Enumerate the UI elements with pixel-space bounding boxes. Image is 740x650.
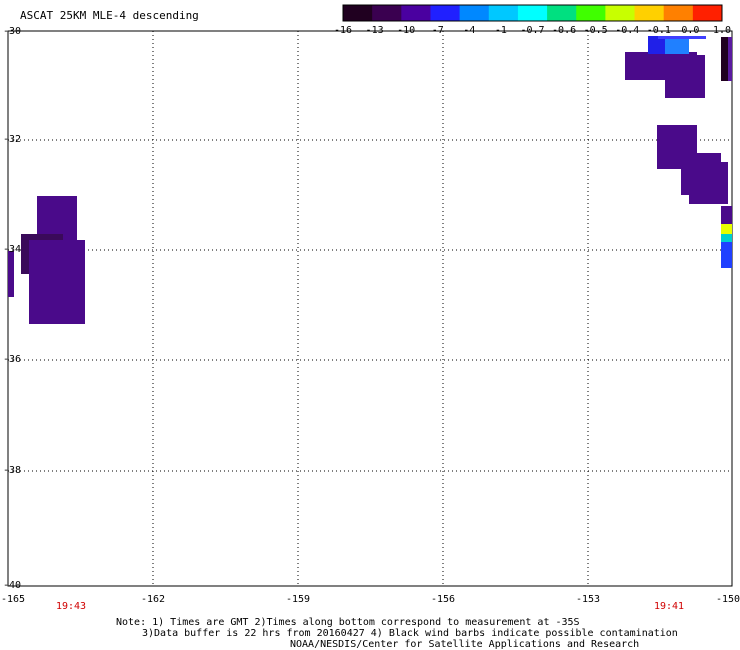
y-label-34: -34 — [3, 244, 22, 255]
colorbar-tick-label: -0.5 — [583, 25, 608, 36]
note-line-1: Note: 1) Times are GMT 2)Times along bot… — [116, 617, 580, 628]
colorbar-tick-label: 1.0 — [712, 25, 732, 36]
swath-left — [8, 196, 85, 324]
colorbar-segment — [488, 5, 519, 21]
x-label-165: -165 — [0, 594, 26, 605]
note-line-3: NOAA/NESDIS/Center for Satellite Applica… — [290, 639, 640, 650]
y-label-36: -36 — [3, 354, 22, 365]
x-label-159: -159 — [285, 594, 311, 605]
y-label-32: -32 — [3, 134, 22, 145]
colorbar-segment — [547, 5, 577, 21]
x-label-162: -162 — [140, 594, 166, 605]
colorbar-segment — [634, 5, 665, 21]
colorbar-segment — [372, 5, 402, 21]
colorbar-tick-label: -7 — [431, 25, 444, 36]
colorbar-tick-label: -0.4 — [615, 25, 640, 36]
colorbar-segment — [517, 5, 548, 21]
colorbar-segment — [692, 5, 723, 21]
colorbar — [342, 4, 723, 22]
colorbar-tick-label: -4 — [463, 25, 476, 36]
colorbar-segment — [605, 5, 636, 21]
colorbar-tick-label: -0.7 — [520, 25, 545, 36]
y-label-38: -38 — [3, 465, 22, 476]
y-label-40: -40 — [3, 580, 22, 591]
map-title: ASCAT 25KM MLE-4 descending — [20, 9, 199, 22]
time-label-left: 19:43 — [55, 601, 87, 612]
x-label-150: -150 — [715, 594, 740, 605]
colorbar-tick-label: -16 — [333, 25, 353, 36]
colorbar-tick-label: 0.0 — [681, 25, 700, 36]
colorbar-segment — [401, 5, 431, 21]
note-line-2: 3)Data buffer is 22 hrs from 20160427 4)… — [142, 628, 678, 639]
colorbar-tick-label: -0.1 — [646, 25, 671, 36]
plot-frame — [7, 30, 733, 587]
colorbar-tick-label: -13 — [365, 25, 384, 36]
colorbar-tick-label: -1 — [494, 25, 507, 36]
x-label-156: -156 — [430, 594, 456, 605]
colorbar-segment — [459, 5, 490, 21]
colorbar-segment — [343, 5, 373, 21]
time-label-right: 19:41 — [653, 601, 685, 612]
y-label-30: -30 — [3, 26, 22, 37]
colorbar-tick-label: -10 — [397, 25, 416, 36]
colorbar-tick-label: -0.6 — [552, 25, 577, 36]
colorbar-segment — [576, 5, 606, 21]
swath-right — [625, 36, 732, 268]
colorbar-segment — [430, 5, 461, 21]
colorbar-segment — [663, 5, 694, 21]
gridlines — [8, 31, 732, 586]
colorbar-border — [342, 4, 723, 22]
x-label-153: -153 — [575, 594, 601, 605]
